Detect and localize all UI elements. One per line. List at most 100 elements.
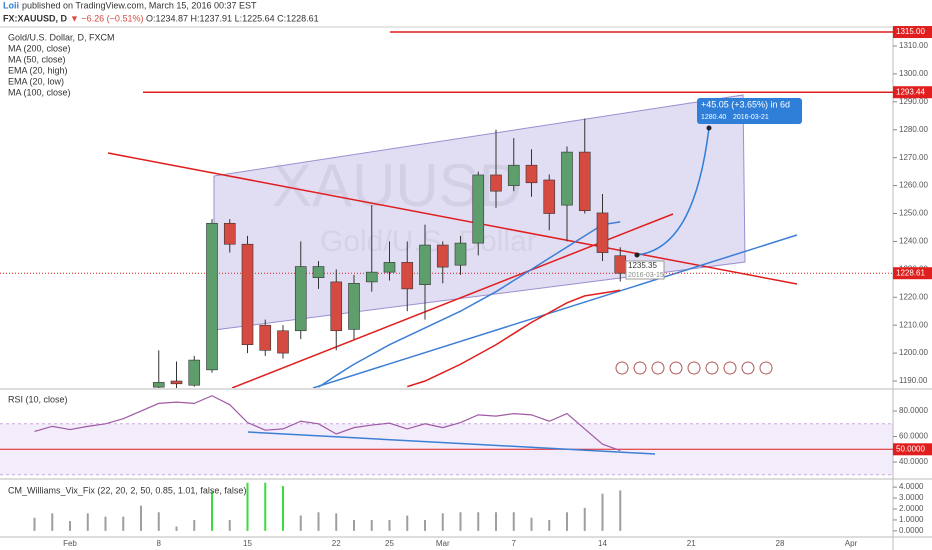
y-tick-label: 1300.00 [899, 69, 928, 78]
vix-bar [193, 519, 196, 531]
legend-entry: EMA (20, high) [8, 65, 68, 75]
vix-bar [69, 521, 71, 531]
candle-body [401, 262, 414, 290]
projection-curve [636, 127, 710, 256]
x-tick-label: 14 [598, 539, 607, 548]
vix-bar [211, 491, 213, 531]
price-label: 1293.44 [896, 87, 925, 96]
candle-body [383, 262, 396, 273]
trendline [107, 152, 798, 285]
vix-bar [583, 507, 586, 531]
y-tick-label: 1210.00 [899, 320, 928, 329]
rsi-title: RSI (10, close) [8, 394, 68, 404]
vix-bar [299, 515, 302, 531]
y-tick-label: 1250.00 [899, 209, 928, 218]
vix-bar [601, 493, 604, 531]
vix-bar [441, 513, 444, 531]
vix-bar [51, 513, 54, 531]
candle-body [436, 244, 449, 268]
event-icons [615, 361, 773, 375]
vix-bar [246, 482, 249, 531]
vix-bar [228, 519, 231, 531]
candle-body [525, 164, 538, 184]
legend-entry: MA (200, close) [8, 43, 71, 53]
price-label-box [893, 86, 932, 99]
author[interactable]: Loii [3, 0, 19, 10]
x-tick-label: 7 [512, 539, 517, 548]
candle-body [578, 151, 591, 212]
legend-entry: MA (50, close) [8, 54, 66, 64]
candle-body [419, 244, 431, 285]
y-tick-label: 1270.00 [899, 153, 928, 162]
vix-bar [424, 519, 426, 531]
price-label: 1228.61 [896, 268, 925, 277]
moving-average [318, 221, 621, 388]
cursor-date: 2016-03-15 [628, 272, 664, 279]
x-tick-label: 15 [243, 539, 252, 548]
x-tick-label: 8 [157, 539, 162, 548]
y-tick-label: 1260.00 [899, 181, 928, 190]
change: ▼ −6.26 (−0.51%) [70, 13, 143, 23]
vix-bar [477, 512, 480, 531]
projection-date: 2016-03-21 [733, 114, 769, 121]
projection-dot [634, 252, 640, 258]
price-label-box [893, 443, 932, 456]
candle-body [454, 242, 467, 266]
vix-bar [619, 490, 622, 531]
y-tick-label: 60.0000 [899, 432, 928, 441]
candle-body [490, 174, 502, 192]
candle-body [365, 271, 378, 283]
vix-bar [370, 519, 373, 531]
y-tick-label: 1280.00 [899, 125, 928, 134]
price-label-box [893, 26, 932, 39]
candle-body [188, 359, 201, 386]
projection-text: +45.05 (+3.65%) in 6d [701, 99, 790, 109]
y-tick-label: 1220.00 [899, 292, 928, 301]
vix-bar [175, 526, 178, 531]
vix-bar [317, 512, 320, 531]
y-tick-label: 1310.00 [899, 41, 928, 50]
moving-average [407, 289, 621, 388]
x-tick-label: Feb [63, 539, 77, 548]
candle-body [277, 330, 289, 354]
x-tick-label: 25 [385, 539, 394, 548]
vix-bar [335, 513, 338, 531]
vix-bar [512, 512, 515, 531]
y-tick-label: 80.0000 [899, 406, 928, 415]
rsi-line [34, 395, 621, 452]
candle-body [543, 179, 556, 214]
candle-body [259, 324, 272, 351]
x-tick-label: 22 [332, 539, 341, 548]
y-tick-label: 1.0000 [899, 515, 924, 524]
vix-bar [530, 517, 533, 531]
candle-body [223, 222, 236, 245]
candle-body [312, 266, 325, 279]
cursor-box [625, 260, 665, 280]
vix-bar [104, 516, 107, 531]
overlay-labels: +45.05 (+3.65%) in 6d 1280.40 2016-03-21… [8, 32, 802, 495]
x-tick-label: Mar [436, 539, 450, 548]
candle-body [294, 266, 307, 332]
y-tick-label: 4.0000 [899, 482, 924, 491]
candle-body [507, 164, 520, 186]
legend-entry: EMA (20, low) [8, 76, 64, 86]
projection-price: 1280.40 [701, 114, 726, 121]
vix-bar [353, 519, 355, 531]
projection-box [697, 98, 802, 124]
candle-body [170, 380, 183, 385]
main-panel [0, 31, 893, 388]
vix-bar [388, 519, 391, 531]
candle-body [348, 283, 360, 330]
vix-bar [566, 512, 568, 531]
candle-body [561, 151, 573, 206]
vix-bar [86, 513, 89, 531]
panel-title: Gold/U.S. Dollar, D, FXCM [8, 32, 115, 42]
vix-bar [264, 482, 267, 531]
price-label-box [893, 267, 932, 280]
candle-body [472, 174, 485, 244]
price-label: 1315.00 [896, 27, 925, 36]
vix-panel [33, 482, 622, 531]
y-tick-label: 40.0000 [899, 457, 928, 466]
candle-body [241, 243, 254, 346]
